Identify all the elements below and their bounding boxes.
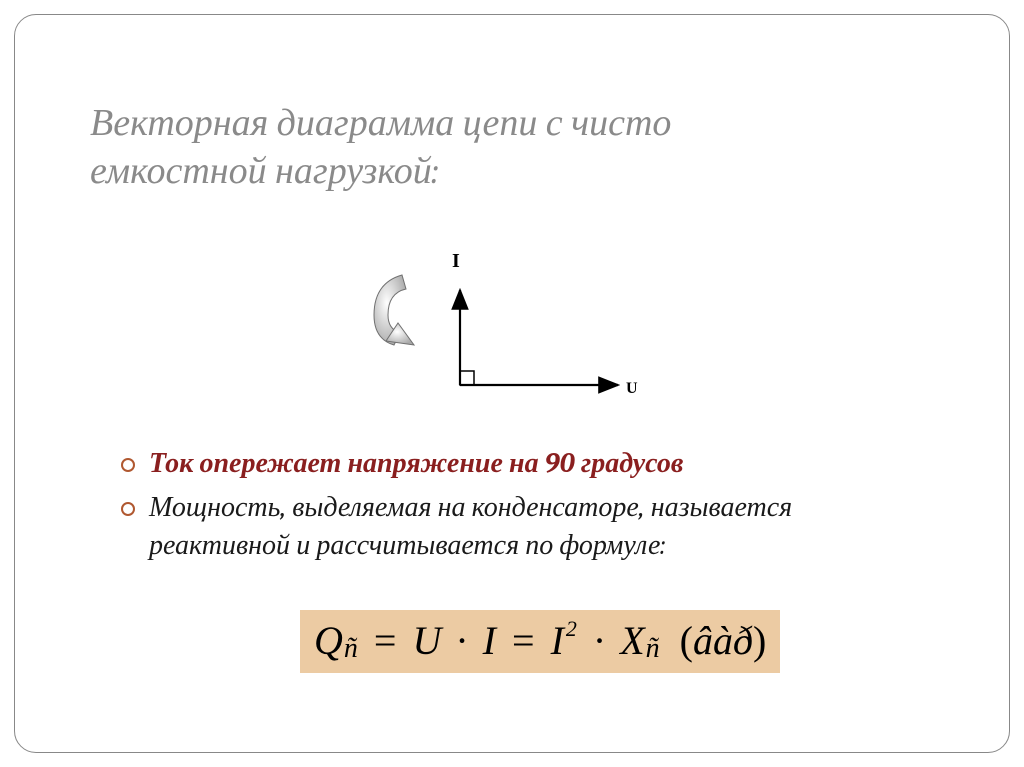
slide-frame: Векторная диаграмма цепи с чисто емкостн… <box>14 14 1010 753</box>
formula-sup: 2 <box>564 616 579 641</box>
formula: Qñ = U · I = I2 · Xñ (âàð) <box>300 610 780 673</box>
slide-title: Векторная диаграмма цепи с чисто емкостн… <box>90 100 850 195</box>
formula-I1: I <box>483 618 496 663</box>
label-u: U <box>626 380 638 397</box>
formula-sub1: ñ <box>343 633 358 664</box>
formula-lp: ( <box>680 618 693 663</box>
rotation-arrow-icon <box>374 275 414 345</box>
formula-X: X <box>620 618 644 663</box>
vector-diagram: I U <box>350 245 670 420</box>
bullet-list: Ток опережает напряжение на 90 градусов … <box>115 445 935 570</box>
formula-Q: Q <box>314 618 343 663</box>
label-i: I <box>452 250 460 272</box>
formula-U: U <box>412 618 441 663</box>
formula-unit: âàð <box>693 618 753 663</box>
formula-sub2: ñ <box>645 633 660 664</box>
right-angle-mark <box>460 371 474 385</box>
formula-eq2: = <box>506 618 541 663</box>
formula-rp: ) <box>753 618 766 663</box>
formula-eq1: = <box>368 618 403 663</box>
bullet-2: Мощность, выделяемая на конденсаторе, на… <box>115 489 935 565</box>
bullet-1: Ток опережает напряжение на 90 градусов <box>115 445 935 483</box>
formula-dot2: · <box>589 618 610 663</box>
formula-dot1: · <box>451 618 472 663</box>
formula-I2: I <box>551 618 564 663</box>
